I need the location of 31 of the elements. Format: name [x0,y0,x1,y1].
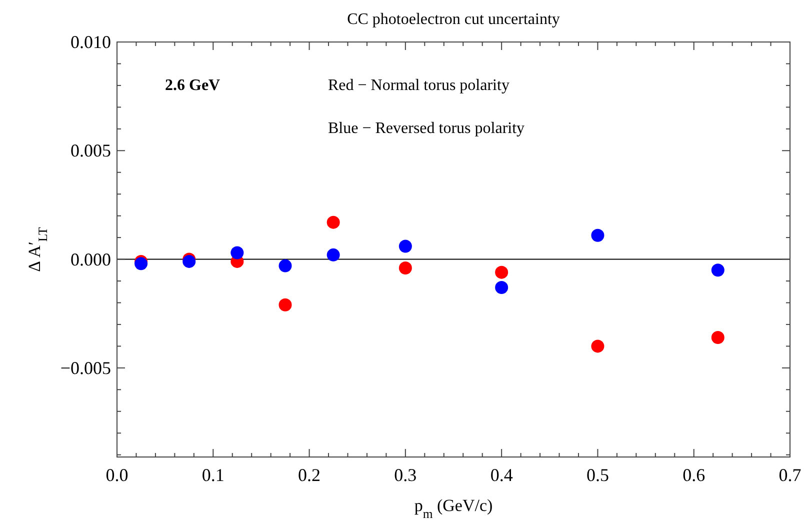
point [495,266,508,279]
y-tick-label: −0.005 [60,358,111,378]
x-tick-label: 0.1 [202,465,224,485]
x-tick-label: 0.5 [586,465,609,485]
y-tick-label: 0.005 [70,140,111,161]
point [591,340,604,353]
x-tick-label: 0.6 [682,465,706,485]
x-tick-label: 0.2 [298,465,321,485]
y-tick-label: 0.000 [70,249,111,270]
point [398,240,412,253]
point [278,259,292,272]
x-axis-title: p$_{m}$ (GeV/c) [414,496,493,521]
x-tick-label: 0.7 [778,465,802,485]
x-tick-label: 0.4 [490,465,513,485]
x-tick-label: 0.0 [106,465,128,485]
point [134,257,148,270]
chart-title: CC photoelectron cut uncertainty [347,11,560,28]
x-tick-label: 0.3 [394,465,417,485]
annotation: Red − Normal torus polarity [328,77,510,94]
point [278,298,292,312]
point [711,330,724,344]
point [230,246,244,260]
point [326,216,340,229]
annotation: 2.6 GeV [165,77,221,94]
point [398,261,412,274]
y-tick-label: 0.010 [70,32,111,52]
point [711,264,724,277]
point [326,248,340,262]
annotation: Blue − Reversed torus polarity [328,120,525,137]
point [591,228,604,242]
point [495,281,508,294]
